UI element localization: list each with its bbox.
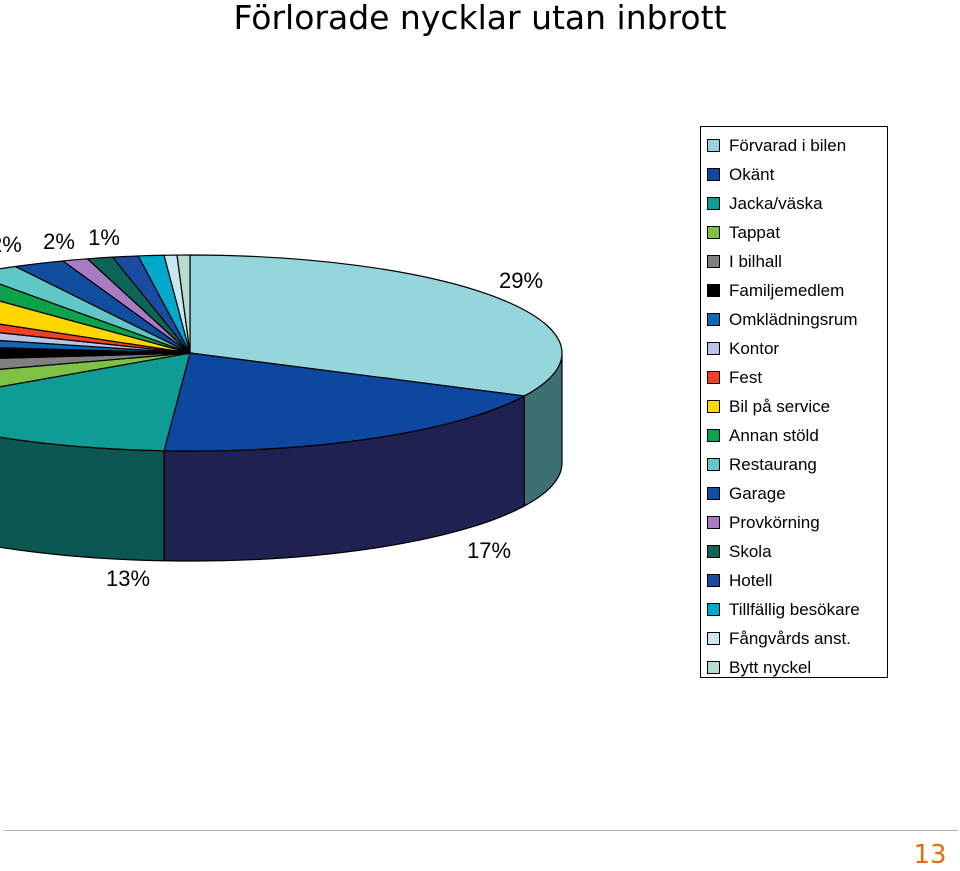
pie-slice-okant (163, 352, 525, 452)
legend-label: Förvarad i bilen (729, 135, 847, 155)
legend-item-restaurang: Restaurang (701, 450, 887, 479)
legend-swatch (707, 603, 720, 616)
legend-item-hotell: Hotell (701, 566, 887, 595)
legend-label: Garage (729, 483, 786, 503)
legend-label: Bytt nyckel (729, 657, 812, 677)
legend-label: Jacka/väska (729, 193, 823, 213)
pie-slice-familjemedlem (0, 347, 191, 359)
data-labels: 29% 17% 13% 2% 1% 2% (0, 225, 543, 591)
legend-swatch (707, 487, 720, 500)
legend-item-bytt-nyckel: Bytt nyckel (701, 653, 887, 682)
legend-swatch (707, 458, 720, 471)
legend-label: I bilhall (729, 251, 782, 271)
pie-slice-jacka-vaska (0, 352, 191, 452)
legend-swatch (707, 284, 720, 297)
legend-item-tappat: Tappat (701, 218, 887, 247)
legend-swatch (707, 342, 720, 355)
legend-label: Tappat (729, 222, 781, 242)
legend-swatch (707, 313, 720, 326)
legend-item-bil-pa-service: Bil på service (701, 392, 887, 421)
page-title: Förlorade nycklar utan inbrott (233, 0, 727, 37)
pie-slice-tappat (0, 352, 191, 388)
pie-slice-forvarad-i-bilen (189, 254, 563, 397)
legend-label: Okänt (729, 164, 775, 184)
legend-item-kontor: Kontor (701, 334, 887, 363)
legend-item-fangvards-anst: Fångvårds anst. (701, 624, 887, 653)
legend-swatch (707, 139, 720, 152)
legend-label: Fest (729, 367, 763, 387)
legend-label: Skola (729, 541, 772, 561)
pie-slice-bytt-nyckel (176, 254, 191, 354)
legend-swatch (707, 632, 720, 645)
legend-swatch (707, 168, 720, 181)
legend-swatch (707, 429, 720, 442)
legend-label: Fångvårds anst. (729, 628, 851, 648)
legend-swatch (707, 197, 720, 210)
data-label-jacka-vaska: 13% (106, 566, 150, 591)
legend-item-tillfallig-besokare: Tillfällig besökare (701, 595, 887, 624)
data-label-restaurang: 1% (88, 225, 120, 250)
legend-swatch (707, 661, 720, 674)
legend-item-i-bilhall: I bilhall (701, 247, 887, 276)
legend-item-okant: Okänt (701, 160, 887, 189)
page-number: 13 (913, 840, 947, 870)
legend-item-skola: Skola (701, 537, 887, 566)
legend-item-provkorning: Provkörning (701, 508, 887, 537)
data-label-okant: 17% (467, 538, 511, 563)
legend-item-jacka-vaska: Jacka/väska (701, 189, 887, 218)
legend-item-familjemedlem: Familjemedlem (701, 276, 887, 305)
legend-swatch (707, 400, 720, 413)
legend-label: Tillfällig besökare (729, 599, 860, 619)
footer-divider (4, 830, 958, 831)
legend-item-fest: Fest (701, 363, 887, 392)
legend-label: Hotell (729, 570, 773, 590)
legend-label: Bil på service (729, 396, 831, 416)
legend-label: Annan stöld (729, 425, 819, 445)
legend-label: Familjemedlem (729, 280, 845, 300)
legend-item-garage: Garage (701, 479, 887, 508)
legend-label: Kontor (729, 338, 780, 358)
legend-swatch (707, 255, 720, 268)
legend-swatch (707, 516, 720, 529)
legend-swatch (707, 545, 720, 558)
data-label-forvarad-i-bilen: 29% (499, 268, 543, 293)
legend-label: Restaurang (729, 454, 817, 474)
legend-item-annan-stold: Annan stöld (701, 421, 887, 450)
legend-item-forvarad-i-bilen: Förvarad i bilen (701, 131, 887, 160)
pie-top (0, 254, 563, 452)
pie-chart: 29% 17% 13% 2% 1% 2% (0, 225, 563, 591)
pie-side-walls (0, 352, 563, 562)
legend-swatch (707, 574, 720, 587)
legend-swatch (707, 371, 720, 384)
legend-swatch (707, 226, 720, 239)
legend-label: Provkörning (729, 512, 820, 532)
legend-item-omkladningsrum: Omklädningsrum (701, 305, 887, 334)
data-label-annan-stold: 2% (43, 229, 75, 254)
data-label-edge: 2% (0, 232, 22, 257)
chart-legend: Förvarad i bilen Okänt Jacka/väska Tappat I … (700, 126, 888, 678)
legend-label: Omklädningsrum (729, 309, 858, 329)
